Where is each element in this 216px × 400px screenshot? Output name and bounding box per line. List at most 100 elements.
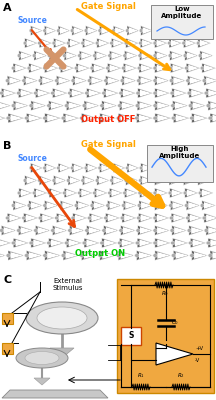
Polygon shape	[182, 26, 194, 36]
Polygon shape	[63, 250, 79, 260]
Ellipse shape	[139, 178, 142, 182]
Polygon shape	[122, 213, 136, 223]
Ellipse shape	[64, 241, 69, 245]
Polygon shape	[138, 226, 153, 235]
Polygon shape	[72, 26, 84, 36]
Polygon shape	[59, 214, 70, 221]
Ellipse shape	[181, 166, 184, 170]
Polygon shape	[109, 51, 123, 60]
Polygon shape	[49, 188, 62, 198]
Ellipse shape	[23, 41, 27, 45]
Ellipse shape	[153, 166, 156, 170]
Polygon shape	[155, 76, 169, 86]
Polygon shape	[137, 101, 153, 110]
Polygon shape	[0, 113, 6, 123]
Polygon shape	[62, 202, 73, 209]
Ellipse shape	[11, 104, 16, 108]
Polygon shape	[110, 65, 120, 72]
Polygon shape	[122, 76, 136, 86]
Ellipse shape	[43, 29, 46, 32]
Polygon shape	[155, 113, 171, 123]
Ellipse shape	[136, 91, 140, 95]
Polygon shape	[119, 238, 135, 248]
Polygon shape	[200, 188, 213, 198]
Polygon shape	[21, 52, 31, 59]
Polygon shape	[70, 40, 80, 46]
Polygon shape	[172, 226, 187, 235]
Text: $R_2$: $R_2$	[177, 371, 185, 380]
Polygon shape	[198, 38, 211, 48]
Text: Gate Signal: Gate Signal	[81, 2, 135, 11]
Ellipse shape	[17, 54, 21, 58]
Text: External
Stimulus: External Stimulus	[53, 278, 83, 291]
Polygon shape	[186, 200, 200, 210]
Polygon shape	[51, 102, 63, 109]
Ellipse shape	[171, 104, 175, 108]
Polygon shape	[141, 190, 152, 196]
Ellipse shape	[6, 254, 11, 257]
Polygon shape	[113, 177, 123, 184]
Polygon shape	[64, 51, 77, 60]
Ellipse shape	[153, 41, 157, 45]
Polygon shape	[100, 113, 116, 123]
Polygon shape	[56, 76, 71, 86]
Ellipse shape	[153, 79, 157, 82]
Polygon shape	[87, 88, 102, 98]
Polygon shape	[102, 238, 117, 248]
Ellipse shape	[95, 41, 99, 45]
Polygon shape	[113, 26, 125, 36]
Ellipse shape	[100, 241, 104, 245]
Ellipse shape	[118, 241, 122, 245]
Ellipse shape	[135, 104, 140, 108]
Polygon shape	[140, 90, 152, 96]
FancyBboxPatch shape	[2, 312, 13, 324]
Polygon shape	[41, 177, 51, 184]
Ellipse shape	[120, 216, 124, 220]
Ellipse shape	[11, 66, 15, 70]
Ellipse shape	[206, 104, 210, 108]
Polygon shape	[0, 238, 11, 248]
Ellipse shape	[190, 116, 194, 120]
Polygon shape	[157, 227, 169, 234]
Polygon shape	[49, 51, 62, 60]
Polygon shape	[100, 250, 116, 260]
Polygon shape	[156, 27, 166, 34]
Polygon shape	[139, 115, 151, 122]
Ellipse shape	[198, 191, 202, 195]
Polygon shape	[141, 214, 152, 221]
Ellipse shape	[34, 228, 38, 232]
Polygon shape	[66, 238, 82, 248]
Ellipse shape	[169, 216, 173, 220]
Ellipse shape	[206, 241, 210, 245]
Text: Output ON: Output ON	[75, 250, 125, 258]
Ellipse shape	[59, 204, 62, 207]
Ellipse shape	[153, 204, 157, 207]
Polygon shape	[115, 164, 124, 171]
Polygon shape	[170, 63, 184, 73]
Polygon shape	[194, 115, 206, 122]
Polygon shape	[44, 163, 56, 173]
Polygon shape	[81, 250, 98, 260]
Polygon shape	[75, 214, 86, 221]
Ellipse shape	[153, 254, 157, 257]
Polygon shape	[34, 378, 50, 385]
Ellipse shape	[188, 241, 193, 245]
Ellipse shape	[125, 29, 129, 32]
Ellipse shape	[119, 91, 123, 95]
Ellipse shape	[169, 66, 173, 70]
Ellipse shape	[6, 116, 11, 120]
Polygon shape	[157, 65, 168, 72]
Ellipse shape	[52, 178, 56, 182]
Polygon shape	[155, 101, 170, 110]
Ellipse shape	[169, 204, 173, 207]
Polygon shape	[16, 240, 28, 246]
Polygon shape	[102, 252, 115, 259]
Polygon shape	[124, 188, 138, 198]
Ellipse shape	[70, 29, 74, 32]
Polygon shape	[7, 213, 22, 223]
Polygon shape	[125, 65, 136, 72]
Polygon shape	[65, 252, 78, 259]
Ellipse shape	[119, 228, 123, 232]
Ellipse shape	[74, 66, 78, 70]
Polygon shape	[157, 240, 169, 246]
